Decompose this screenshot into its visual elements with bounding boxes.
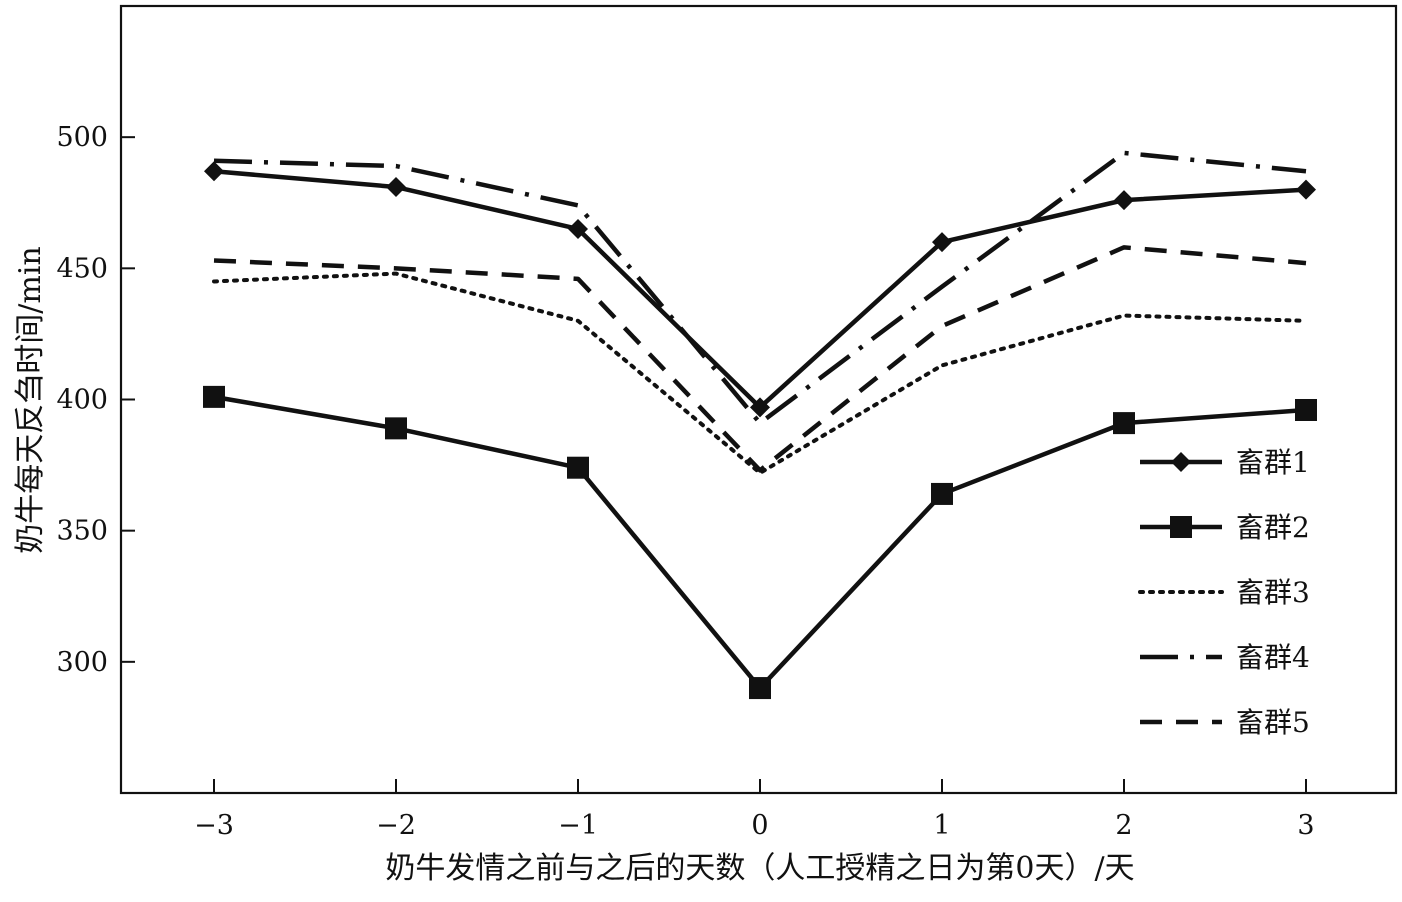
square-marker xyxy=(1295,398,1317,421)
square-marker xyxy=(749,677,771,700)
legend-item: 畜群4 xyxy=(1140,641,1310,674)
diamond-marker xyxy=(204,161,224,182)
legend-label: 畜群1 xyxy=(1236,446,1310,479)
legend-item: 畜群2 xyxy=(1140,511,1310,544)
series-line xyxy=(213,169,1307,410)
y-tick-label: 500 xyxy=(56,122,108,153)
legend-item: 畜群1 xyxy=(1140,446,1310,479)
x-tick-label: 1 xyxy=(933,810,950,841)
diamond-marker xyxy=(386,177,406,198)
legend: 畜群1 畜群2 畜群3 畜群4 畜群5 xyxy=(1138,446,1310,739)
legend-item: 畜群5 xyxy=(1140,706,1310,739)
series-line xyxy=(213,245,1307,473)
diamond-marker xyxy=(1114,190,1134,211)
x-tick-label: 2 xyxy=(1115,810,1132,841)
series-5 xyxy=(213,245,1307,473)
y-tick-label: 350 xyxy=(56,516,108,547)
diamond-marker xyxy=(568,218,588,239)
x-axis-ticks: −3 −2 −1 0 1 2 3 xyxy=(194,779,1315,841)
x-tick-label: −3 xyxy=(194,810,234,841)
square-marker xyxy=(1113,412,1135,435)
y-axis-ticks: 300 350 400 450 500 xyxy=(56,122,135,678)
y-tick-label: 300 xyxy=(56,647,108,678)
series-line xyxy=(213,150,1307,426)
series-2 xyxy=(203,385,1317,700)
legend-label: 畜群3 xyxy=(1236,576,1310,609)
y-tick-label: 450 xyxy=(56,253,108,284)
square-marker xyxy=(1170,516,1192,538)
diamond-marker xyxy=(1171,452,1191,472)
diamond-marker xyxy=(750,397,770,418)
square-marker xyxy=(385,417,407,440)
legend-label: 畜群4 xyxy=(1236,641,1310,674)
square-marker xyxy=(931,482,953,505)
square-marker xyxy=(203,385,225,408)
square-marker xyxy=(567,456,589,479)
y-axis-title: 奶牛每天反刍时间/min xyxy=(13,246,48,553)
x-tick-label: 3 xyxy=(1297,810,1314,841)
x-tick-label: −1 xyxy=(558,810,598,841)
y-tick-label: 400 xyxy=(56,385,108,416)
legend-label: 畜群2 xyxy=(1236,511,1310,544)
x-tick-label: −2 xyxy=(376,810,416,841)
legend-label: 畜群5 xyxy=(1236,706,1310,739)
series-3 xyxy=(212,271,1308,475)
series-layer xyxy=(203,150,1317,700)
series-line xyxy=(213,394,1307,691)
series-line xyxy=(212,271,1308,475)
diamond-marker xyxy=(932,232,952,253)
series-4 xyxy=(213,150,1307,426)
diamond-marker xyxy=(1296,179,1316,200)
x-axis-title: 奶牛发情之前与之后的天数（人工授精之日为第0天）/天 xyxy=(385,851,1134,886)
series-1 xyxy=(204,161,1316,418)
legend-item: 畜群3 xyxy=(1138,576,1310,609)
x-tick-label: 0 xyxy=(751,810,768,841)
